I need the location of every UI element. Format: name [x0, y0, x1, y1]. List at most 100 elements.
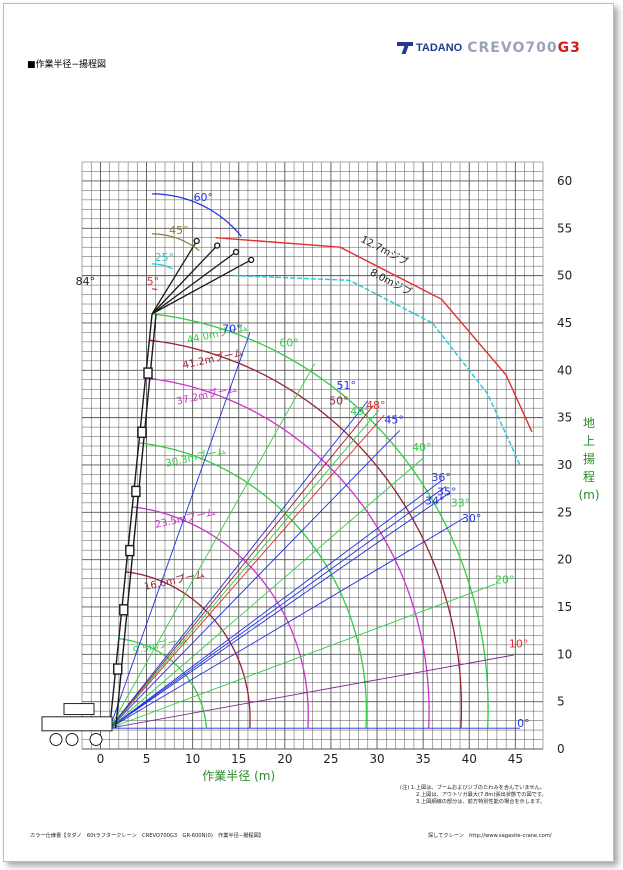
brand-logo: TADANO CREVO700G3: [397, 40, 581, 56]
boom-chord: [114, 313, 157, 729]
jib-head: [232, 248, 240, 256]
angle-label: 48°: [366, 399, 386, 412]
y-axis-title-char: 上: [583, 434, 595, 448]
y-tick-label: 50: [557, 269, 572, 283]
jibs: [151, 237, 255, 315]
boom-arc: [149, 339, 463, 729]
angle-ray: [109, 583, 496, 729]
note-3: 3.上図網線の部分は、前方特別性能の場合を示します。: [416, 799, 545, 805]
angle-label: 50°: [329, 394, 349, 407]
jib-head: [214, 242, 221, 249]
logo-model-name: CREVO700: [467, 40, 558, 56]
offset-angle-arc: [152, 263, 173, 270]
y-tick-label: 10: [557, 647, 572, 661]
y-tick-label: 60: [557, 174, 572, 188]
x-tick-label: 10: [185, 752, 200, 766]
boom-arcs: [118, 313, 489, 729]
x-tick-label: 5: [143, 752, 151, 766]
y-tick-label: 15: [557, 600, 572, 614]
y-axis-title-char: (m): [578, 488, 599, 502]
angle-label: 30°: [462, 512, 482, 525]
y-tick-label: 35: [557, 411, 572, 425]
angle-label: 51°: [336, 379, 356, 392]
cab: [63, 703, 95, 716]
angle-label: 0°: [517, 717, 530, 730]
x-tick-label: 35: [415, 752, 430, 766]
logo-model-suffix: G3: [557, 40, 581, 56]
angle-ray: [109, 332, 251, 729]
offset-angle-label: 25°: [155, 251, 175, 264]
x-tick-label: 30: [369, 752, 384, 766]
boom: [108, 313, 157, 729]
y-axis-title-char: 程: [583, 469, 595, 484]
jib-head: [248, 256, 255, 263]
boom-arc: [125, 571, 251, 729]
angle-ray: [109, 363, 316, 729]
offset-angle-arc: [152, 233, 200, 252]
boom-arc: [145, 377, 430, 729]
boom-length-label: 37.2mブーム: [175, 382, 238, 408]
angle-ray: [109, 414, 385, 729]
angle-label: 33°: [451, 497, 471, 510]
jib-line: [151, 259, 252, 315]
y-axis-title-char: 揚: [583, 452, 595, 466]
footer-spec: カラー仕様書【タダノ 60tラフタークレーン CREVO700G3 GR-600…: [30, 833, 264, 839]
jib-head: [193, 237, 200, 245]
angle-ray: [109, 480, 442, 729]
grid: [81, 161, 544, 750]
note-1: (注) 1.上図は、ブームおよびジブのたわみを含んでいません。: [400, 785, 545, 791]
boom-chord: [108, 313, 153, 729]
logo-brand: TADANO: [416, 42, 463, 54]
angle-label: 70°: [222, 322, 242, 335]
angle-ray: [109, 429, 401, 729]
angle-rays: [109, 332, 520, 729]
y-tick-label: 45: [557, 316, 572, 330]
boom-joint: [113, 663, 123, 675]
y-tick-label: 0: [557, 742, 565, 756]
boom-arc: [132, 506, 309, 729]
offset-angle-label: 5°: [147, 275, 160, 288]
angle-label: 36°: [431, 471, 451, 484]
y-tick-label: 25: [557, 505, 572, 519]
jib-curve: [215, 237, 533, 433]
x-tick-label: 15: [231, 752, 246, 766]
x-tick-label: 45: [508, 752, 523, 766]
jib-line: [151, 251, 237, 315]
angle-ray: [109, 654, 514, 729]
x-tick-label: 20: [277, 752, 292, 766]
angle-ray: [109, 405, 374, 729]
y-tick-label: 55: [557, 221, 572, 235]
boom-joint: [125, 544, 135, 557]
page-title: ■作業半径−揚程図: [27, 60, 107, 70]
boom-joint: [143, 367, 153, 379]
angle-label: 35°: [437, 485, 457, 498]
jib-curve: [234, 274, 521, 466]
notes: (注) 1.上図は、ブームおよびジブのたわみを含んでいません。 2.上図は、アウト…: [400, 785, 547, 806]
jib-line: [151, 245, 218, 315]
x-tick-label: 0: [97, 752, 105, 766]
angle-ray: [109, 400, 369, 729]
x-axis-title: 作業半径 (m): [202, 769, 275, 783]
offset-angle-label: 60°: [194, 191, 214, 204]
jib-line: [151, 240, 198, 315]
angle-ray: [109, 492, 451, 729]
boom-arc: [138, 442, 368, 729]
angle-ray: [109, 457, 425, 729]
y-tick-label: 30: [557, 458, 572, 472]
x-tick-label: 25: [323, 752, 338, 766]
footer-site: 探してクレーン http://www.sagasite-crane.com/: [428, 833, 552, 839]
y-axis-title-char: 地: [583, 416, 595, 430]
note-2: 2.上図は、アウトリガ最大(7.8m)張出状態での図です。: [416, 792, 547, 798]
crane-carrier: [41, 703, 113, 747]
x-tick-label: 40: [462, 752, 477, 766]
offset-angle-label: 45°: [169, 224, 189, 237]
offset-angle-arc: [152, 288, 158, 291]
y-tick-label: 40: [557, 363, 572, 377]
angle-label: 60°: [279, 337, 299, 350]
angle-label: 40°: [412, 441, 432, 454]
angle-label: 34°: [425, 495, 445, 508]
y-tick-label: 20: [557, 553, 572, 567]
boom-joint: [119, 604, 129, 616]
tadano-mark-icon: [397, 42, 413, 54]
